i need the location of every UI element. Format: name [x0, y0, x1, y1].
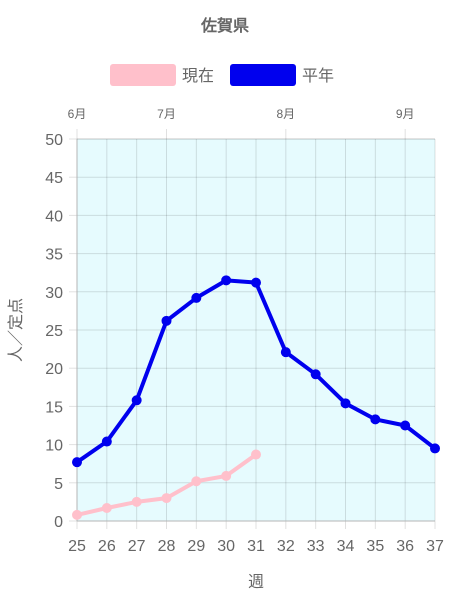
series-layer	[72, 275, 440, 520]
x-tick-label: 28	[158, 538, 176, 555]
y-tick-label: 35	[45, 247, 63, 264]
data-point-1[interactable]	[310, 369, 321, 380]
y-tick-label: 5	[54, 476, 63, 493]
data-point-0[interactable]	[191, 476, 202, 487]
legend-label-heinen: 平年	[302, 67, 334, 85]
y-tick-label: 30	[45, 285, 63, 302]
y-tick-label: 15	[45, 399, 63, 416]
x-tick-label: 32	[277, 538, 295, 555]
data-point-1[interactable]	[251, 277, 261, 288]
month-label: 9月	[396, 107, 415, 121]
legend-label-genzai: 現在	[182, 67, 214, 85]
data-point-1[interactable]	[430, 443, 440, 454]
data-point-0[interactable]	[251, 449, 261, 460]
x-tick-label: 35	[366, 538, 384, 555]
legend-item-heinen[interactable]: 平年	[230, 64, 334, 86]
data-point-0[interactable]	[221, 470, 232, 481]
y-tick-label: 45	[45, 170, 63, 187]
data-point-1[interactable]	[161, 315, 172, 326]
data-point-1[interactable]	[131, 395, 142, 406]
x-tick-label: 36	[396, 538, 414, 555]
data-point-1[interactable]	[191, 292, 202, 303]
legend-swatch-genzai	[110, 64, 176, 86]
month-label: 6月	[68, 107, 87, 121]
data-point-1[interactable]	[221, 275, 232, 286]
y-tick-label: 0	[54, 514, 63, 531]
x-tick-label: 30	[217, 538, 235, 555]
y-tick-label: 25	[45, 323, 63, 340]
y-tick-label: 40	[45, 208, 63, 225]
data-point-1[interactable]	[280, 347, 291, 358]
legend-swatch-heinen	[230, 64, 296, 86]
legend-item-genzai[interactable]: 現在	[110, 64, 214, 86]
y-axis-ticks: 0 5 10 15 20 25 30 35 40 45 50	[45, 132, 63, 531]
x-tick-label: 33	[307, 538, 325, 555]
y-tick-label: 10	[45, 438, 63, 455]
x-axis-ticks: 25 26 27 28 29 30 31 32 33 34 35 36 37	[68, 538, 444, 555]
data-point-1[interactable]	[370, 414, 381, 425]
month-label: 8月	[276, 107, 295, 121]
x-tick-label: 34	[337, 538, 355, 555]
month-label: 7月	[157, 107, 176, 121]
x-tick-label: 25	[68, 538, 86, 555]
x-tick-label: 31	[247, 538, 265, 555]
x-tick-label: 29	[187, 538, 205, 555]
y-tick-label: 20	[45, 361, 63, 378]
data-point-1[interactable]	[400, 420, 411, 431]
x-axis-title: 週	[248, 573, 264, 591]
y-axis-title: 人／定点	[7, 298, 25, 362]
x-tick-label: 37	[426, 538, 444, 555]
chart-title: 佐賀県	[200, 16, 249, 35]
x-tick-label: 27	[128, 538, 146, 555]
data-point-0[interactable]	[72, 509, 82, 520]
month-axis: 6月 7月 8月 9月	[68, 107, 415, 139]
data-point-1[interactable]	[72, 457, 82, 468]
data-point-0[interactable]	[161, 493, 172, 504]
legend: 現在 平年	[110, 64, 334, 86]
data-point-1[interactable]	[340, 398, 351, 409]
x-tick-label: 26	[98, 538, 116, 555]
data-point-1[interactable]	[101, 436, 112, 447]
data-point-0[interactable]	[131, 496, 142, 507]
data-point-0[interactable]	[101, 503, 112, 514]
y-tick-label: 50	[45, 132, 63, 149]
